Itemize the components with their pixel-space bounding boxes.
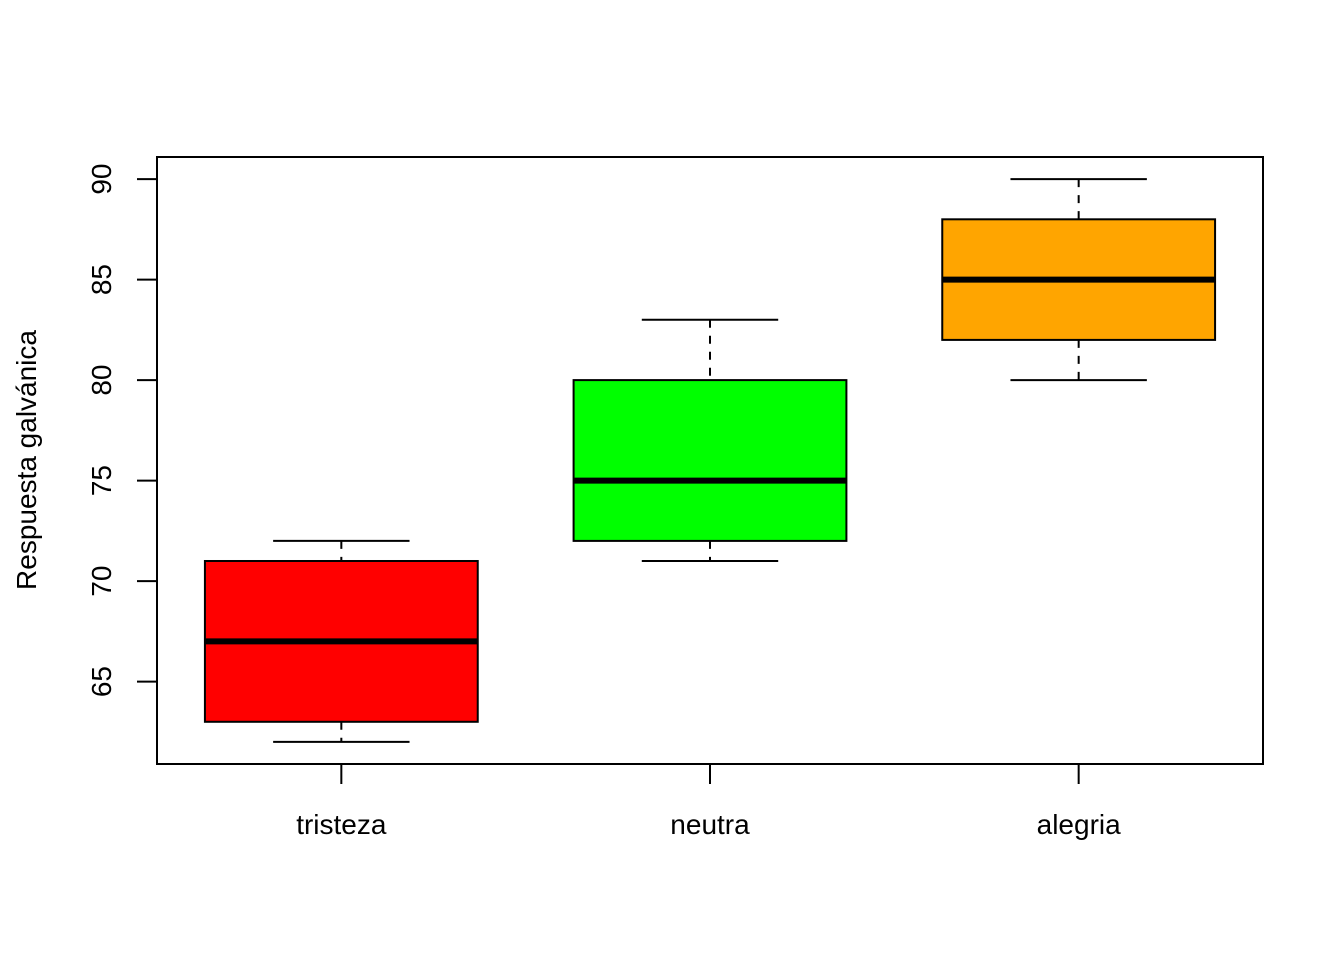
y-tick-label: 75 <box>86 465 117 496</box>
y-tick-label: 90 <box>86 164 117 195</box>
x-tick-label: neutra <box>670 809 750 840</box>
x-tick-label: alegria <box>1037 809 1121 840</box>
iqr-box <box>572 379 848 542</box>
y-axis-label: Respuesta galvánica <box>11 330 42 590</box>
y-tick-label: 65 <box>86 666 117 697</box>
y-tick-label: 80 <box>86 365 117 396</box>
boxes-layer <box>203 178 1217 743</box>
y-tick-label: 85 <box>86 264 117 295</box>
y-tick-label: 70 <box>86 566 117 597</box>
box-neutra <box>572 318 848 562</box>
x-tick-label: tristeza <box>296 809 387 840</box>
x-axis: tristeza neutra alegria <box>296 764 1121 840</box>
box-tristeza <box>203 539 479 743</box>
box-alegria <box>941 178 1217 382</box>
y-axis: 65 70 75 80 85 90 <box>86 164 158 697</box>
